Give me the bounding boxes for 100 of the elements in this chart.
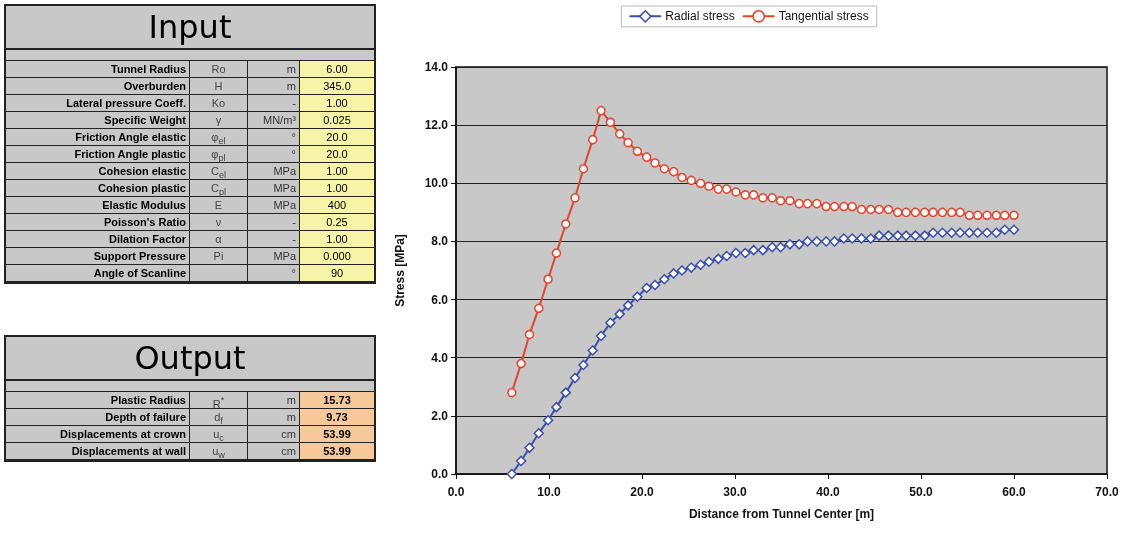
- point: [533, 428, 545, 439]
- point: [767, 193, 777, 203]
- point: [893, 207, 903, 218]
- text: -: [248, 214, 300, 230]
- text: Ro: [190, 61, 248, 77]
- point: [748, 244, 759, 256]
- text: C$_{pl}$: [190, 180, 248, 198]
- point: [874, 204, 884, 215]
- text: 6.00: [300, 61, 374, 77]
- text: 1.00: [300, 231, 374, 247]
- point: [507, 387, 517, 398]
- x-tick-label: 70.0: [1095, 485, 1119, 499]
- point: [578, 359, 589, 371]
- point: [704, 181, 714, 191]
- point: [1009, 210, 1019, 221]
- point: [873, 230, 885, 241]
- text: 20.0: [300, 146, 374, 162]
- point: [649, 279, 661, 291]
- text: 90: [300, 265, 374, 281]
- text: m: [248, 392, 300, 408]
- text: Tunnel Radius: [6, 61, 190, 77]
- text: Friction Angle plastic: [6, 146, 190, 162]
- point: [785, 195, 795, 206]
- point: [758, 193, 768, 203]
- text: MPa: [248, 197, 300, 213]
- point: [730, 247, 742, 259]
- point: [534, 303, 544, 314]
- point: [982, 210, 992, 221]
- text: Output: [6, 337, 374, 381]
- point: [721, 250, 732, 262]
- x-tick-label: 20.0: [630, 485, 654, 499]
- text: 1.00: [300, 95, 374, 111]
- text: 0.000: [300, 248, 374, 264]
- point: [740, 190, 750, 200]
- text: Lateral pressure Coeff.: [6, 95, 190, 111]
- point: [937, 227, 948, 238]
- y-tick-label: 10.0: [424, 176, 449, 191]
- point: [703, 256, 715, 268]
- x-tick-label: 40.0: [816, 485, 840, 499]
- point: [784, 239, 796, 250]
- point: [946, 227, 957, 238]
- y-tick-label: 4.0: [431, 350, 449, 365]
- legend-label: Tangential stress: [778, 9, 869, 24]
- text: Support Pressure: [6, 248, 190, 264]
- text: 1.00: [300, 180, 374, 196]
- point: [614, 308, 625, 320]
- text: Plastic Radius: [6, 392, 190, 408]
- text: 1.00: [300, 163, 374, 179]
- text: u$_{c}$: [190, 426, 248, 444]
- point: [954, 227, 966, 238]
- x-tick-label: 30.0: [723, 485, 747, 499]
- text: Specific Weight: [6, 112, 190, 128]
- point: [794, 198, 804, 209]
- text: Pi: [190, 248, 248, 264]
- text: E: [190, 197, 248, 213]
- point: [991, 210, 1002, 221]
- text: 53.99: [300, 443, 374, 459]
- text: Ko: [190, 95, 248, 111]
- point: [972, 210, 983, 221]
- point: [560, 387, 571, 398]
- text: cm: [248, 426, 300, 442]
- point: [901, 207, 911, 218]
- point: [569, 372, 581, 384]
- point: [964, 227, 975, 238]
- point: [632, 291, 643, 302]
- point: [910, 230, 921, 241]
- text: 15.73: [300, 392, 374, 408]
- point: [883, 204, 894, 215]
- point: [999, 210, 1010, 221]
- point: [686, 175, 697, 186]
- point: [775, 195, 786, 206]
- point: [919, 207, 930, 218]
- point: [524, 442, 535, 454]
- point: [748, 190, 759, 200]
- point: [524, 329, 535, 340]
- point: [981, 227, 993, 238]
- text: Elastic Modulus: [6, 197, 190, 213]
- text: -: [248, 95, 300, 111]
- text: Input: [6, 6, 374, 50]
- y-tick-label: 8.0: [431, 234, 449, 249]
- text: -: [248, 231, 300, 247]
- y-tick-label: 0.0: [431, 467, 449, 481]
- text: MPa: [248, 180, 300, 196]
- point: [802, 236, 813, 247]
- text: 20.0: [300, 129, 374, 145]
- point: [561, 219, 571, 229]
- point: [605, 317, 616, 329]
- text: 345.0: [300, 78, 374, 94]
- text: Angle of Scanline: [6, 265, 190, 281]
- text: Displacements at crown: [6, 426, 190, 442]
- text: H: [190, 78, 248, 94]
- point: [641, 152, 652, 162]
- point: [551, 401, 562, 413]
- point: [659, 164, 670, 174]
- point: [542, 414, 554, 426]
- point: [641, 282, 652, 294]
- point: [946, 207, 957, 218]
- point: [866, 204, 876, 215]
- point: [802, 198, 813, 209]
- point: [928, 207, 938, 218]
